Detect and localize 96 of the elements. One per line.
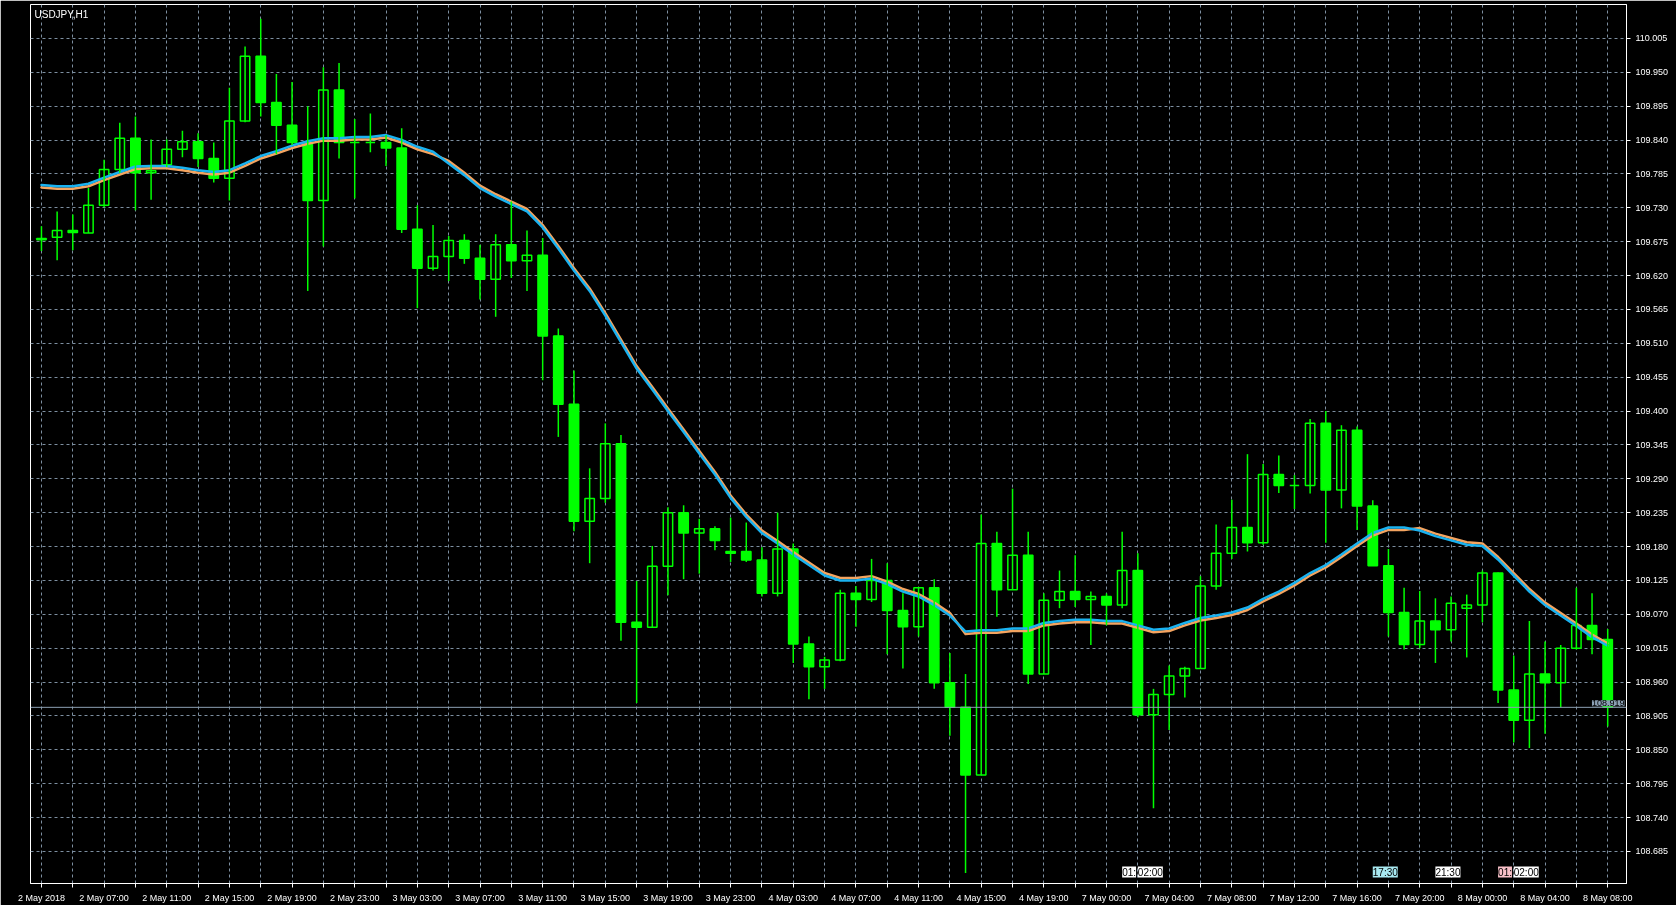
- y-tick-label: 109.950: [1635, 67, 1669, 78]
- y-tick-label: 109.455: [1635, 372, 1669, 383]
- x-tick-label: 8 May 04:00: [1520, 892, 1570, 903]
- x-tick-label: 8 May 08:00: [1582, 892, 1633, 903]
- x-tick-label: 4 May 07:00: [831, 892, 881, 903]
- y-tick-label: 108.685: [1635, 846, 1669, 857]
- y-tick-label: 109.565: [1635, 304, 1669, 315]
- annotation: 01:: [1122, 866, 1137, 878]
- annotation: 21:30: [1435, 866, 1461, 878]
- y-tick-label: 109.400: [1635, 406, 1669, 417]
- y-tick-label: 109.015: [1635, 643, 1669, 654]
- candlestick: [255, 17, 267, 118]
- y-tick-label: 110.005: [1635, 33, 1668, 44]
- candlestick: [1508, 654, 1520, 744]
- chart-title: USDJPY,H1: [34, 8, 89, 20]
- candlestick: [1242, 453, 1253, 553]
- y-tick-label: 109.785: [1635, 168, 1669, 179]
- candlestick: [1382, 548, 1394, 638]
- candlestick: [1054, 569, 1065, 609]
- x-tick-label: 4 May 11:00: [894, 892, 943, 903]
- x-tick-label: 3 May 19:00: [643, 892, 693, 903]
- y-tick-label: 108.850: [1635, 744, 1669, 755]
- candlestick: [599, 422, 611, 504]
- candlestick: [552, 327, 564, 438]
- x-tick-label: 7 May 04:00: [1144, 892, 1194, 903]
- candlestick: [1101, 592, 1112, 627]
- candlestick: [458, 233, 470, 265]
- ref-line-label: 108.919: [1591, 698, 1625, 709]
- x-tick-label: 2 May 15:00: [204, 892, 255, 903]
- x-tick-label: 4 May 15:00: [956, 892, 1006, 903]
- candlestick: [176, 130, 188, 159]
- x-tick-label: 4 May 03:00: [768, 892, 819, 903]
- y-tick-label: 109.840: [1635, 135, 1669, 146]
- x-tick-label: 3 May 07:00: [455, 892, 505, 903]
- annotation: 01:: [1498, 866, 1512, 878]
- y-tick-label: 108.905: [1635, 710, 1669, 721]
- candlestick: [678, 504, 690, 580]
- candlestick: [364, 112, 376, 154]
- x-tick-label: 7 May 16:00: [1332, 892, 1382, 903]
- candlestick: [36, 225, 47, 252]
- candlestick: [490, 233, 502, 318]
- candlestick: [443, 235, 455, 282]
- x-tick-label: 2 May 19:00: [267, 892, 317, 903]
- x-tick-label: 2 May 2018: [17, 892, 65, 903]
- candlestick: [740, 521, 752, 563]
- candlestick: [584, 467, 596, 564]
- candlestick: [646, 545, 658, 628]
- y-tick-label: 109.895: [1635, 101, 1669, 112]
- annotation: 02:00: [1137, 866, 1164, 878]
- candlestick: [270, 73, 282, 155]
- y-tick-label: 109.180: [1635, 541, 1669, 552]
- candlestick: [1476, 569, 1488, 624]
- y-tick-label: 109.345: [1635, 439, 1669, 450]
- candlestick: [1336, 424, 1347, 510]
- x-tick-label: 3 May 15:00: [580, 892, 631, 903]
- x-tick-label: 3 May 11:00: [518, 892, 568, 903]
- candlestick: [693, 518, 705, 575]
- x-tick-label: 2 May 11:00: [142, 892, 192, 903]
- y-tick-label: 109.510: [1635, 338, 1669, 349]
- candlestick: [1007, 487, 1018, 591]
- y-tick-label: 109.620: [1635, 270, 1669, 281]
- candlestick: [1523, 620, 1535, 749]
- candlestick: [1461, 593, 1473, 659]
- candlestick: [1429, 597, 1441, 664]
- x-tick-label: 7 May 00:00: [1081, 892, 1132, 903]
- x-tick-label: 3 May 23:00: [705, 892, 756, 903]
- candlestick: [83, 187, 94, 234]
- y-tick-label: 109.235: [1635, 507, 1669, 518]
- candlestick: [772, 511, 784, 598]
- annotation: 17:30: [1372, 866, 1399, 878]
- y-tick-label: 109.070: [1635, 609, 1669, 620]
- x-tick-label: 4 May 19:00: [1019, 892, 1069, 903]
- y-tick-label: 109.125: [1635, 575, 1669, 586]
- candlestick: [537, 237, 549, 381]
- annotation: 02:00: [1513, 866, 1540, 878]
- candlestick: [819, 656, 831, 690]
- x-tick-label: 8 May 00:00: [1457, 892, 1508, 903]
- y-tick-label: 108.960: [1635, 677, 1669, 688]
- candlestick: [505, 200, 517, 279]
- candlestick: [960, 673, 971, 874]
- y-tick-label: 108.795: [1635, 778, 1669, 789]
- y-tick-label: 108.740: [1635, 812, 1669, 823]
- x-tick-label: 7 May 20:00: [1394, 892, 1445, 903]
- x-tick-label: 7 May 12:00: [1269, 892, 1320, 903]
- x-tick-label: 2 May 07:00: [79, 892, 129, 903]
- candlestick: [349, 118, 361, 200]
- y-tick-label: 109.675: [1635, 236, 1669, 247]
- candlestick: [396, 127, 408, 234]
- candlestick: [1555, 644, 1567, 709]
- y-tick-label: 109.290: [1635, 473, 1669, 484]
- candlestick: [411, 204, 423, 309]
- candlestick: [1289, 474, 1300, 510]
- y-tick-label: 109.730: [1635, 202, 1669, 213]
- x-tick-label: 3 May 03:00: [392, 892, 443, 903]
- x-tick-label: 7 May 08:00: [1207, 892, 1257, 903]
- x-tick-label: 2 May 23:00: [329, 892, 380, 903]
